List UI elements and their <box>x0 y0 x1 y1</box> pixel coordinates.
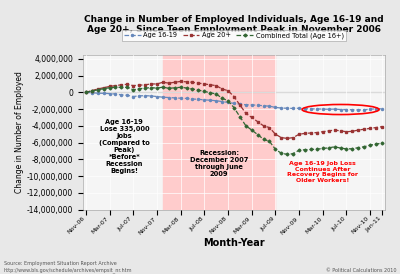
Age 16-19 <box>374 107 378 111</box>
Age 20+ <box>172 81 177 84</box>
Text: © Political Calculations 2010: © Political Calculations 2010 <box>326 268 396 273</box>
Age 16-19 <box>297 107 302 110</box>
Combined Total (Age 16+) <box>380 141 384 145</box>
Combined Total (Age 16+) <box>84 91 88 94</box>
Combined Total (Age 16+) <box>160 85 165 89</box>
Age 20+ <box>291 136 296 139</box>
Legend: Age 16-19, Age 20+, Combined Total (Age 16+): Age 16-19, Age 20+, Combined Total (Age … <box>122 30 346 41</box>
Age 20+ <box>178 80 183 83</box>
Age 20+ <box>84 91 88 94</box>
Combined Total (Age 16+) <box>184 86 189 90</box>
Age 16-19 <box>380 107 384 110</box>
Combined Total (Age 16+) <box>178 86 183 89</box>
Age 20+ <box>374 126 378 129</box>
Line: Age 20+: Age 20+ <box>85 80 383 139</box>
Age 16-19 <box>356 108 361 112</box>
Age 16-19 <box>178 96 183 100</box>
Title: Change in Number of Employed Individuals, Age 16-19 and
Age 20+, Since Teen Empl: Change in Number of Employed Individuals… <box>84 15 384 35</box>
Text: Source: Employment Situation Report Archive
http://www.bls.gov/schedule/archives: Source: Employment Situation Report Arch… <box>4 261 132 273</box>
Age 16-19 <box>149 94 154 98</box>
Text: Age 16-19
Lose 335,000
Jobs
(Compared to
Peak)
*Before*
Recession
Begins!: Age 16-19 Lose 335,000 Jobs (Compared to… <box>99 119 150 174</box>
Combined Total (Age 16+) <box>308 148 313 151</box>
Combined Total (Age 16+) <box>149 86 154 89</box>
Age 20+ <box>380 125 384 128</box>
Line: Age 16-19: Age 16-19 <box>85 91 383 111</box>
Combined Total (Age 16+) <box>291 152 296 155</box>
Line: Combined Total (Age 16+): Combined Total (Age 16+) <box>85 86 383 155</box>
Age 20+ <box>149 82 154 85</box>
Y-axis label: Change in Number of Employed: Change in Number of Employed <box>15 71 24 193</box>
Age 20+ <box>308 131 313 135</box>
Age 16-19 <box>279 106 284 110</box>
X-axis label: Month-Year: Month-Year <box>203 238 265 248</box>
Age 16-19 <box>172 96 177 99</box>
Text: Age 16-19 Job Loss
Continues After
Recovery Begins for
Older Workers!: Age 16-19 Job Loss Continues After Recov… <box>287 161 358 183</box>
Combined Total (Age 16+) <box>285 153 290 156</box>
Age 20+ <box>184 80 189 84</box>
Age 16-19 <box>84 91 88 94</box>
Text: Recession:
December 2007
through June
2009: Recession: December 2007 through June 20… <box>190 150 248 177</box>
Age 20+ <box>285 137 290 140</box>
Combined Total (Age 16+) <box>374 142 378 146</box>
Bar <box>163 55 276 210</box>
